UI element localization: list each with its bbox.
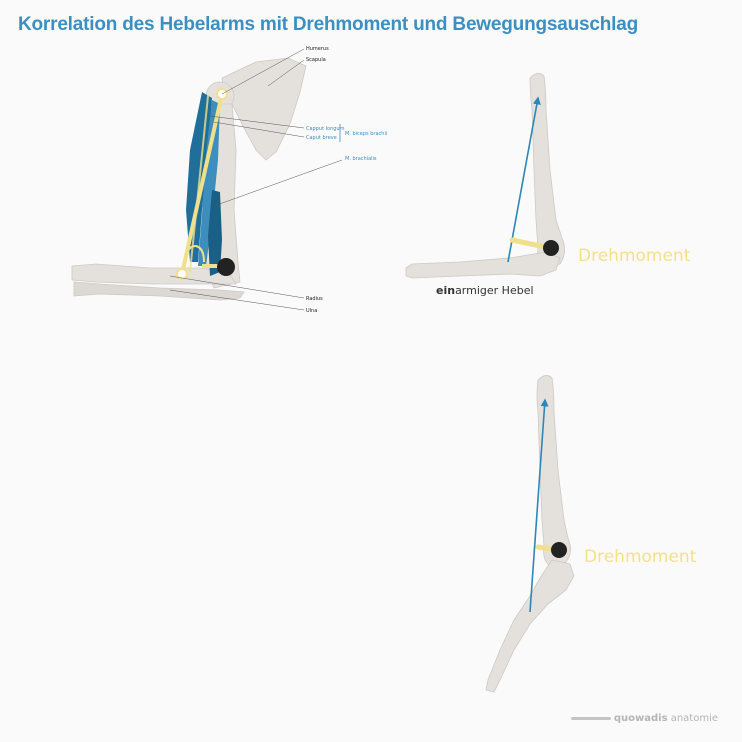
pivot-bottom	[551, 542, 567, 558]
upper-arm-bone-top	[529, 73, 565, 269]
leader-lines	[169, 48, 343, 311]
radius-bone	[71, 263, 237, 285]
force-arrow-top	[507, 96, 541, 263]
upper-arm-bone-bottom	[536, 375, 571, 567]
ulna-bone	[73, 281, 245, 301]
brand-logo: quowadis anatomie	[570, 713, 718, 724]
pivot-top	[543, 240, 559, 256]
brand-name-rest: anatomie	[667, 713, 718, 724]
label-ulna: Ulna	[306, 308, 317, 314]
anatomy-figure: Humerus Scapula Capput longum Caput brev…	[71, 46, 387, 314]
label-capput-longum: Capput longum	[306, 126, 345, 132]
torque-label-top: Drehmoment	[578, 246, 691, 266]
elbow-pivot-anatomy	[217, 258, 235, 276]
elbow-insertion-marker	[176, 268, 188, 280]
forearm-bone-bottom	[485, 559, 575, 693]
page-title: Korrelation des Hebelarms mit Drehmoment…	[18, 14, 639, 35]
biceps-long-tendon-line	[189, 95, 209, 273]
label-scapula: Scapula	[306, 57, 326, 63]
lever-caption: einarmiger Hebel	[436, 284, 534, 297]
label-humerus: Humerus	[306, 46, 329, 52]
label-radius: Radius	[306, 296, 323, 302]
forearm-bone-top	[405, 251, 561, 279]
brachialis-muscle	[208, 190, 222, 276]
lever-diagram-flexed: Drehmoment	[405, 73, 691, 279]
lever-caption-prefix: ein	[436, 284, 456, 297]
biceps-tendon-line	[180, 92, 224, 276]
label-biceps: M. biceps brachii	[345, 131, 387, 137]
brand-name-bold: quowadis	[613, 713, 668, 724]
force-arrow-bottom	[529, 398, 549, 613]
brand-logo-mark	[570, 716, 611, 720]
torque-label-bottom: Drehmoment	[584, 547, 697, 567]
label-caput-breve: Caput breve	[306, 135, 337, 141]
lever-caption-suffix: armiger Hebel	[455, 284, 534, 297]
lever-diagram-extended: Drehmoment	[485, 375, 697, 693]
biceps-short-head-muscle	[198, 100, 220, 266]
tendon-loop	[185, 244, 205, 263]
label-brachialis: M. brachialis	[345, 156, 377, 162]
